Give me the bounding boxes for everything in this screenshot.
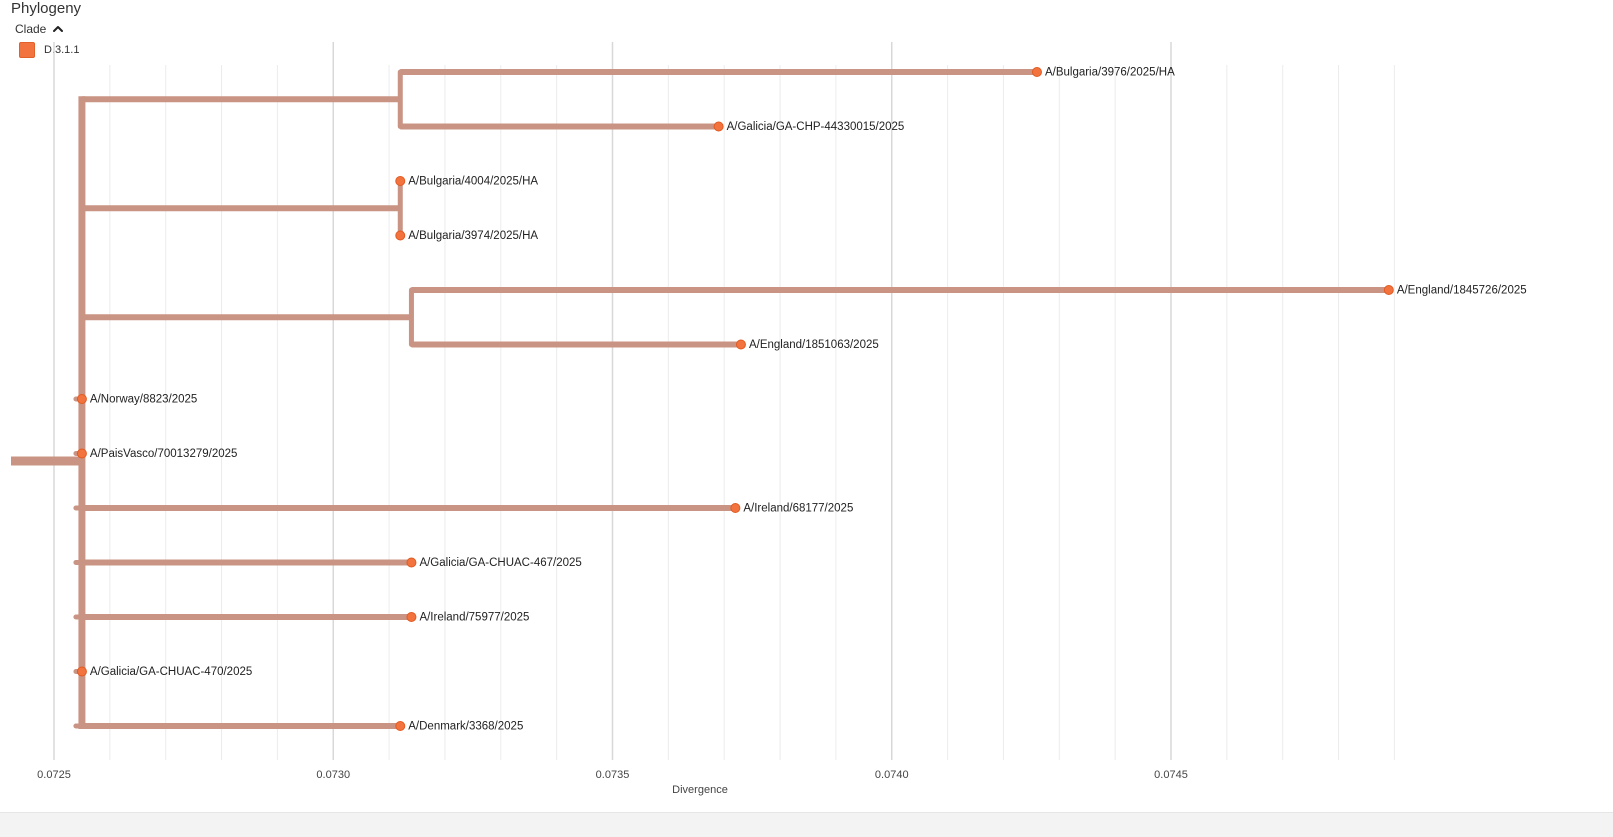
tip-label: A/Ireland/68177/2025 — [743, 503, 853, 515]
tip-node[interactable] — [1031, 67, 1042, 77]
tip-label: A/PaisVasco/70013279/2025 — [90, 448, 237, 460]
x-tick-label: 0.0735 — [596, 769, 630, 781]
tip-node[interactable] — [730, 503, 741, 513]
legend-item-label: D.3.1.1 — [44, 44, 80, 56]
tip-node[interactable] — [395, 230, 406, 241]
tip-label: A/Bulgaria/3974/2025/HA — [408, 230, 538, 242]
tip-label: A/England/1845726/2025 — [1397, 285, 1527, 297]
tip-node[interactable] — [76, 666, 87, 677]
tip-node[interactable] — [76, 448, 87, 459]
tip-node[interactable] — [406, 557, 417, 568]
tip-node[interactable] — [395, 176, 406, 186]
x-tick-label: 0.0725 — [37, 769, 71, 781]
panel-title: Phylogeny — [11, 0, 82, 17]
bottom-scrollbar[interactable] — [0, 812, 1613, 837]
tip-label: A/Norway/8823/2025 — [90, 394, 197, 406]
tip-label: A/Bulgaria/3976/2025/HA — [1045, 67, 1175, 79]
x-tick-label: 0.0740 — [875, 769, 909, 781]
x-axis-title: Divergence — [672, 784, 728, 796]
tip-label: A/Denmark/3368/2025 — [408, 721, 523, 733]
legend-toggle-label: Clade — [15, 22, 47, 36]
tip-label: A/Galicia/GA-CHUAC-470/2025 — [90, 666, 252, 678]
legend-item-clade[interactable]: D.3.1.1 — [19, 42, 79, 58]
phylogeny-tree[interactable]: 0.0725 0.0730 0.0735 0.0740 0.0745 Divergence… — [0, 0, 1613, 812]
x-tick-label: 0.0745 — [1154, 769, 1188, 781]
legend-swatch — [19, 42, 35, 58]
tip-node[interactable] — [406, 612, 417, 622]
tip-label: A/Bulgaria/4004/2025/HA — [408, 176, 538, 188]
tip-label: A/Galicia/GA-CHP-44330015/2025 — [727, 121, 905, 133]
tip-label: A/Galicia/GA-CHUAC-467/2025 — [419, 557, 581, 569]
legend-toggle[interactable]: Clade — [15, 22, 64, 36]
tip-label: A/England/1851063/2025 — [749, 339, 879, 351]
tip-node[interactable] — [76, 394, 87, 404]
tip-node[interactable] — [713, 121, 724, 132]
tip-node[interactable] — [1383, 285, 1394, 295]
tip-node[interactable] — [395, 721, 406, 731]
chevron-up-icon — [53, 26, 64, 32]
tip-node[interactable] — [735, 339, 746, 350]
x-tick-label: 0.0730 — [316, 769, 350, 781]
tip-label: A/Ireland/75977/2025 — [419, 612, 529, 624]
